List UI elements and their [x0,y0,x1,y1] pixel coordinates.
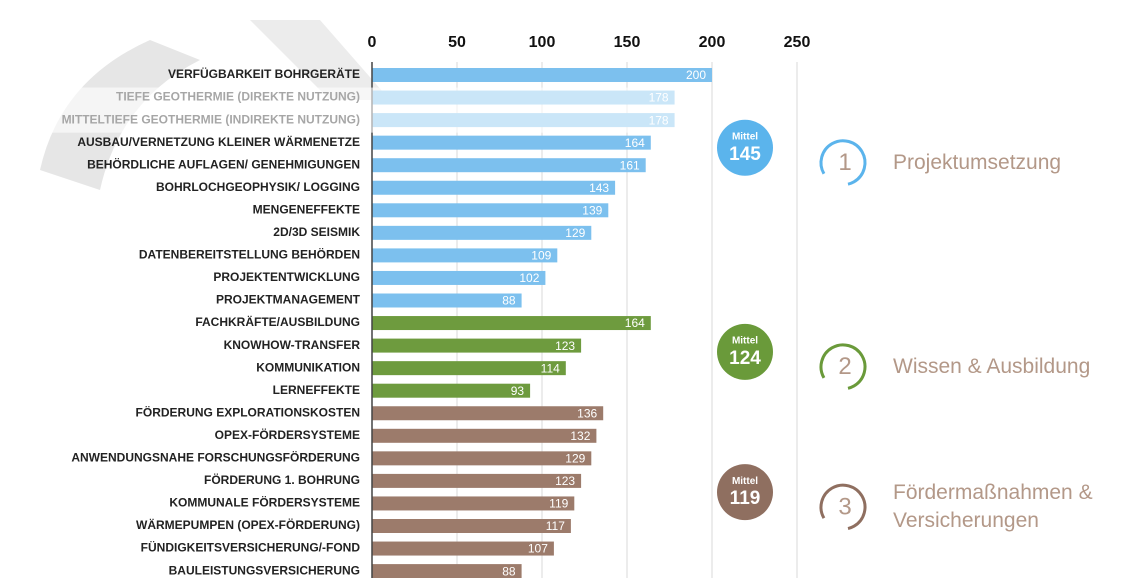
value-label: 93 [511,384,525,398]
category-label: VERFÜGBARKEIT BOHRGERÄTE [168,66,360,81]
x-tick-label: 0 [368,34,377,51]
bar [372,428,597,443]
x-tick-label: 200 [699,34,726,51]
x-tick-label: 150 [614,34,641,51]
bar [372,135,651,150]
category-label: OPEX-FÖRDERSYSTEME [215,427,360,442]
bar [372,564,522,578]
category-label: FÖRDERUNG EXPLORATIONSKOSTEN [136,404,360,419]
category-label: KOMMUNALE FÖRDERSYSTEME [169,495,360,510]
bar [372,248,558,263]
mean-badge [717,323,773,380]
group-label: Projektumsetzung [893,150,1062,174]
group-label: Wissen & Ausbildung [893,354,1091,378]
value-label: 88 [502,294,516,308]
bar [372,519,571,533]
x-tick-label: 250 [784,34,811,51]
watermark [250,20,390,100]
bar [372,361,566,376]
bar [372,203,609,218]
group-ring [819,139,867,187]
x-tick-label: 100 [529,34,556,51]
category-label: AUSBAU/VERNETZUNG KLEINER WÄRMENETZE [77,134,360,149]
value-label: 132 [570,429,590,443]
category-label: FÖRDERUNG 1. BOHRUNG [204,472,360,487]
bar [372,451,592,466]
x-tick-label: 50 [448,34,466,51]
value-label: 200 [686,68,706,82]
value-label: 109 [531,249,551,263]
value-label: 107 [528,542,548,556]
value-label: 117 [546,519,565,533]
value-label: 123 [555,339,575,353]
bar [372,68,712,82]
mean-value: 119 [730,488,761,509]
value-label: 164 [625,316,645,330]
bar [372,338,582,353]
value-label: 143 [589,181,609,195]
group-number: 3 [838,494,851,521]
mean-value: 124 [729,348,761,369]
category-label: PROJEKTMANAGEMENT [216,293,361,307]
mean-label: Mittel [732,476,758,487]
mean-value: 145 [729,144,761,165]
category-label: 2D/3D SEISMIK [273,225,360,239]
category-label: WÄRMEPUMPEN (OPEX-FÖRDERUNG) [136,517,360,532]
bar [372,270,546,285]
group-ring [819,343,867,391]
category-label: DATENBEREITSTELLUNG BEHÖRDEN [139,247,360,262]
category-label: LERNEFFEKTE [273,383,360,397]
bar [372,406,604,421]
mean-badge [717,464,773,521]
value-label: 161 [620,158,640,172]
mean-badge [717,119,773,176]
bar [372,180,616,195]
category-label: KNOWHOW-TRANSFER [224,338,361,352]
category-label: KOMMUNIKATION [256,360,360,374]
category-label: BEHÖRDLICHE AUFLAGEN/ GENEHMIGUNGEN [87,156,360,171]
category-label: FACHKRÄFTE/AUSBILDUNG [195,314,360,329]
value-label: 114 [541,361,560,375]
value-label: 139 [582,203,602,217]
bar [372,473,582,488]
value-label: 102 [519,271,539,285]
value-label: 88 [502,564,516,578]
watermark-fade [0,87,700,133]
value-label: 123 [555,474,575,488]
category-label: BAULEISTUNGSVERSICHERUNG [169,563,360,577]
bar [372,316,651,331]
bar [372,541,554,556]
category-label: BOHRLOCHGEOPHYSIK/ LOGGING [156,180,360,194]
group-label: Fördermaßnahmen & Versicherungen [893,481,1093,533]
bar [372,496,575,511]
bar [372,383,531,398]
value-label: 164 [625,136,645,150]
bar [372,293,522,308]
category-label: ANWENDUNGSNAHE FORSCHUNGSFÖRDERUNG [71,450,360,465]
bar [372,225,592,240]
group-number: 2 [838,353,851,380]
bar [372,158,646,173]
group-number: 1 [838,149,851,176]
category-label: FÜNDIGKEITSVERSICHERUNG/-FOND [141,540,361,555]
value-label: 119 [549,497,568,511]
value-label: 129 [565,452,585,466]
value-label: 136 [577,406,597,420]
value-label: 129 [565,226,585,240]
mean-label: Mittel [732,336,758,347]
mean-label: Mittel [732,131,758,142]
category-label: MENGENEFFEKTE [253,202,360,216]
group-ring [819,483,867,531]
category-label: PROJEKTENTWICKLUNG [213,270,360,284]
